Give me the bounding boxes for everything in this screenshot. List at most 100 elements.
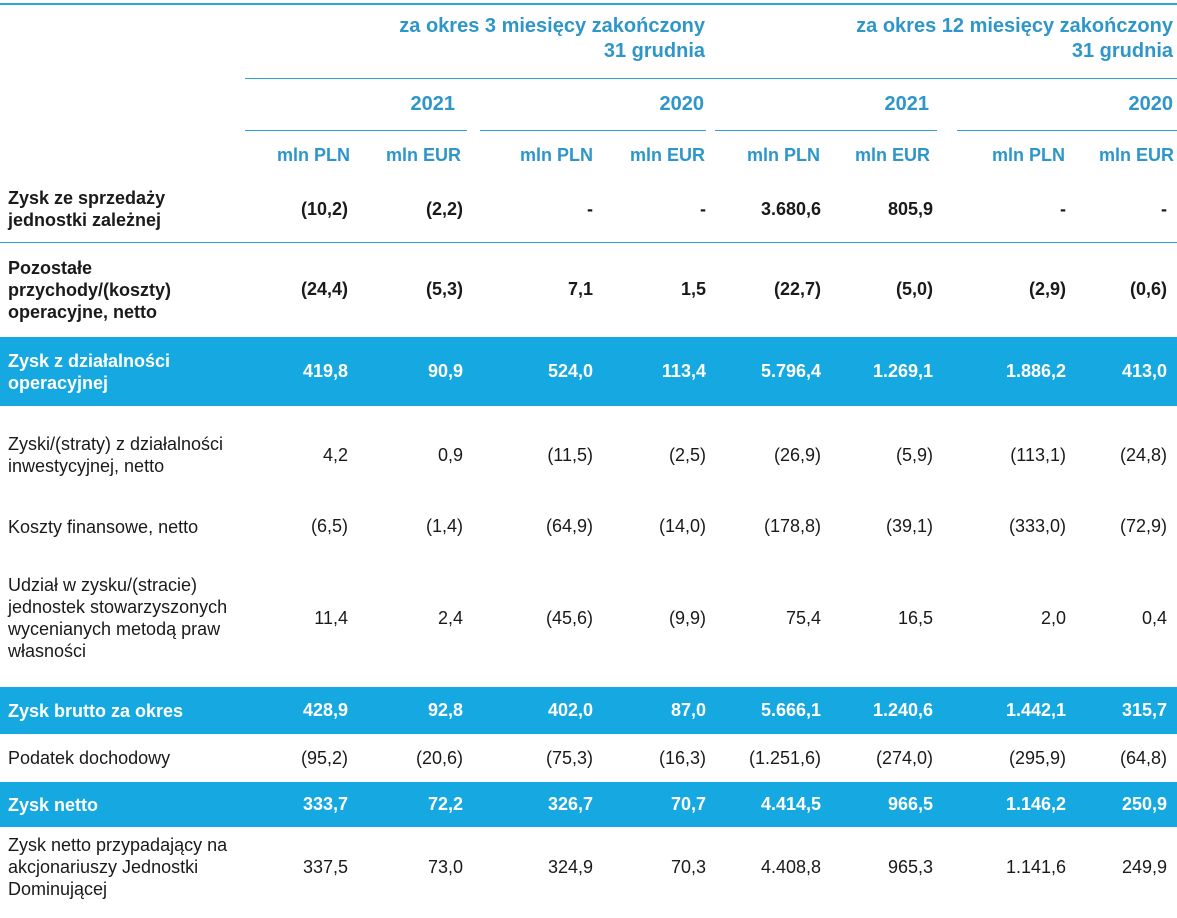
cell-value: 92,8 <box>360 687 475 734</box>
cell-value: (24,8) <box>1119 444 1167 465</box>
cell-value: (113,1) <box>1010 444 1066 465</box>
period-3m-line1: za okres 3 miesięcy zakończony <box>399 15 705 37</box>
year-12m-2020: 2020 <box>1128 93 1174 115</box>
period-3m-line2: 31 grudnia <box>603 40 705 62</box>
cell-value: 1.269,1 <box>833 337 945 406</box>
cell-value: (26,9) <box>773 444 821 465</box>
period-divider <box>245 78 1177 79</box>
row-label: Zyski/(straty) z działalności inwestycyj… <box>8 434 224 476</box>
cell-value: 1.886,2 <box>945 337 1078 406</box>
cell-value: 250,9 <box>1078 782 1177 827</box>
cell-value: 3.680,6 <box>718 177 833 243</box>
cell-value: (5,9) <box>895 444 933 465</box>
cell-value: 1.141,6 <box>1005 856 1066 877</box>
period-12m-line1: za okres 12 miesięcy zakończony <box>856 15 1173 37</box>
table-row: Zysk ze sprzedaży jednostki zależnej (10… <box>0 177 1177 243</box>
cell-value: 524,0 <box>475 337 605 406</box>
row-label: Zysk z działalności operacyjnej <box>0 337 245 406</box>
cell-value: 413,0 <box>1078 337 1177 406</box>
row-label: Zysk netto <box>0 782 245 827</box>
cell-value: 4.408,8 <box>760 856 821 877</box>
row-label: Udział w zysku/(stracie) jednostek stowa… <box>8 575 228 661</box>
year-3m-2020: 2020 <box>659 93 705 115</box>
cell-value: (10,2) <box>245 177 360 243</box>
cell-value: 73,0 <box>427 856 463 877</box>
cell-value: 333,7 <box>245 782 360 827</box>
cell-value: (5,3) <box>425 279 463 300</box>
year-divider-4 <box>957 130 1177 131</box>
cell-value: (11,5) <box>547 444 593 465</box>
cell-value: (64,8) <box>1119 747 1167 768</box>
cell-value: 113,4 <box>605 337 718 406</box>
cell-value: 4,2 <box>322 444 348 465</box>
cell-value: (72,9) <box>1119 516 1167 536</box>
table-row-highlight: Zysk z działalności operacyjnej 419,8 90… <box>0 337 1177 406</box>
unit-col-5: mln PLN <box>746 145 820 165</box>
cell-value: 965,3 <box>887 856 933 877</box>
cell-value: (6,5) <box>310 516 348 536</box>
year-divider-3 <box>715 130 937 131</box>
cell-value: 249,9 <box>1121 856 1167 877</box>
cell-value: - <box>475 177 605 243</box>
cell-value: (2,2) <box>360 177 475 243</box>
cell-value: 419,8 <box>245 337 360 406</box>
cell-value: 324,9 <box>547 856 593 877</box>
cell-value: 70,3 <box>670 856 706 877</box>
year-12m-2021: 2021 <box>884 93 930 115</box>
cell-value: (20,6) <box>415 747 463 768</box>
cell-value: 1.240,6 <box>833 687 945 734</box>
cell-value: 70,7 <box>605 782 718 827</box>
cell-value: 2,4 <box>437 607 463 628</box>
table-row: Pozostałe przychody/(koszty) operacyjne,… <box>0 242 1177 337</box>
cell-value: (95,2) <box>300 747 348 768</box>
cell-value: (22,7) <box>773 279 821 300</box>
cell-value: 1.442,1 <box>945 687 1078 734</box>
table-row: Zysk netto przypadający na akcjonariuszy… <box>0 827 1177 907</box>
cell-value: 72,2 <box>360 782 475 827</box>
cell-value: (295,9) <box>1008 747 1066 768</box>
cell-value: 87,0 <box>605 687 718 734</box>
cell-value: 1.146,2 <box>945 782 1078 827</box>
cell-value: 0,4 <box>1141 607 1167 628</box>
cell-value: 5.796,4 <box>718 337 833 406</box>
table-row: Zyski/(straty) z działalności inwestycyj… <box>0 406 1177 504</box>
cell-value: (39,1) <box>885 516 933 536</box>
year-3m-2021: 2021 <box>410 93 456 115</box>
table-row: Podatek dochodowy (95,2) (20,6) (75,3) (… <box>0 734 1177 782</box>
cell-value: 7,1 <box>567 279 593 300</box>
cell-value: 90,9 <box>360 337 475 406</box>
cell-value: 16,5 <box>897 607 933 628</box>
financial-table: Zysk ze sprzedaży jednostki zależnej (10… <box>0 177 1177 907</box>
cell-value: (333,0) <box>1008 516 1066 536</box>
unit-col-4: mln EUR <box>629 145 705 165</box>
cell-value: 4.414,5 <box>718 782 833 827</box>
cell-value: (45,6) <box>545 607 593 628</box>
cell-value: 2,0 <box>1040 607 1066 628</box>
period-12m-line2: 31 grudnia <box>1071 40 1173 62</box>
unit-col-7: mln PLN <box>991 145 1065 165</box>
cell-value: (5,0) <box>895 279 933 300</box>
cell-value: 5.666,1 <box>718 687 833 734</box>
table-row: Udział w zysku/(stracie) jednostek stowa… <box>0 549 1177 687</box>
row-label: Podatek dochodowy <box>8 748 171 768</box>
table-row-highlight: Zysk netto 333,7 72,2 326,7 70,7 4.414,5… <box>0 782 1177 827</box>
cell-value: (1,4) <box>425 516 463 536</box>
unit-col-3: mln PLN <box>519 145 593 165</box>
cell-value: 966,5 <box>833 782 945 827</box>
cell-value: 75,4 <box>785 607 821 628</box>
cell-value: 0,9 <box>437 444 463 465</box>
cell-value: 1,5 <box>680 279 706 300</box>
cell-value: 326,7 <box>475 782 605 827</box>
row-label: Zysk netto przypadający na akcjonariuszy… <box>8 835 228 899</box>
row-label: Koszty finansowe, netto <box>8 516 199 537</box>
unit-col-1: mln PLN <box>276 145 350 165</box>
period-12m-header: za okres 12 miesięcy zakończony 31 grudn… <box>715 14 1173 64</box>
cell-value: (0,6) <box>1129 279 1167 300</box>
cell-value: (24,4) <box>300 279 348 300</box>
cell-value: 11,4 <box>314 607 348 628</box>
cell-value: (64,9) <box>545 516 593 536</box>
cell-value: - <box>605 177 718 243</box>
cell-value: (2,9) <box>1028 279 1066 300</box>
cell-value: 805,9 <box>833 177 945 243</box>
table-row-highlight: Zysk brutto za okres 428,9 92,8 402,0 87… <box>0 687 1177 734</box>
